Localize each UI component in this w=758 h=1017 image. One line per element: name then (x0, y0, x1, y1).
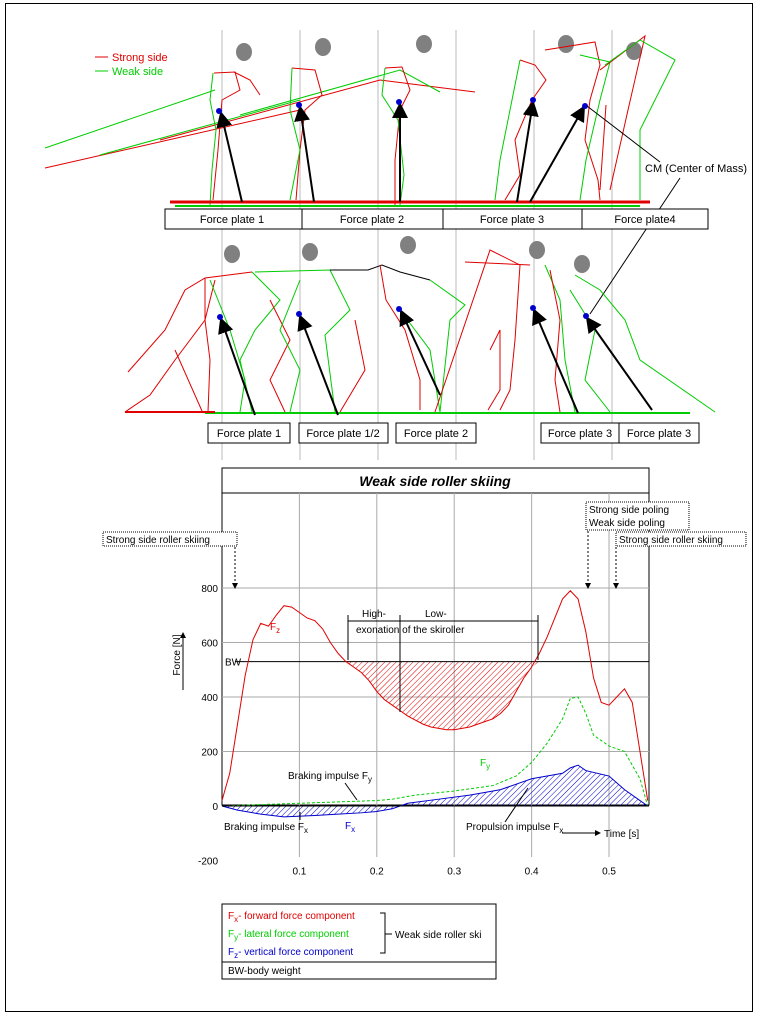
x-tick-label: 0.3 (447, 867, 461, 878)
poles-row1 (45, 70, 475, 168)
legend-weak: Weak side (112, 66, 163, 78)
force-plates-row1: Force plate 1 Force plate 2 Force plate … (165, 209, 708, 229)
fy-label: Fy (480, 758, 490, 771)
y-axis-label: Force [N] (172, 634, 183, 675)
fx-area (222, 765, 648, 817)
legend-group: Weak side roller ski (395, 930, 482, 941)
annotation-strong-right: Strong side roller skiing (616, 532, 746, 588)
legend-bw: BW-body weight (228, 966, 301, 977)
x-tick-label: 0.1 (292, 867, 306, 878)
y-tick-label: 0 (212, 802, 218, 813)
x-axis-label: Time [s] (604, 829, 639, 840)
chart-title-box: Weak side roller skiing (222, 468, 649, 493)
fx-label: Fx (345, 821, 355, 834)
svg-text:High-: High- (362, 609, 386, 620)
svg-text:Strong side roller skiing: Strong side roller skiing (106, 535, 210, 546)
plate-row1-2: Force plate 2 (340, 214, 404, 226)
heads-row1 (236, 35, 642, 61)
top-grid (222, 30, 612, 460)
svg-text:Low-: Low- (425, 609, 447, 620)
plate-row2-5: Force plate 3 (627, 428, 691, 440)
svg-text:Strong side roller skiing: Strong side roller skiing (619, 535, 723, 546)
plate-row2-4: Force plate 3 (548, 428, 612, 440)
plate-row1-4: Force plate4 (614, 214, 675, 226)
cm-leader-1 (587, 106, 660, 162)
plate-row2-2: Force plate 1/2 (306, 428, 379, 440)
top-legend: Strong side Weak side (95, 52, 168, 78)
fz-below-bw-area (346, 662, 540, 730)
fz-label: Fz (270, 622, 280, 635)
bw-label: BW (225, 658, 242, 669)
plate-row1-1: Force plate 1 (200, 214, 264, 226)
chart-frame (222, 493, 649, 805)
x-tick-label: 0.5 (602, 867, 616, 878)
cm-arrows-row2 (221, 310, 652, 415)
propulsion-fx-label: Propulsion impulse Fx (466, 822, 563, 835)
braking-fx-label: Braking impulse Fx (224, 822, 308, 835)
plate-row1-3: Force plate 3 (480, 214, 544, 226)
svg-text:exonation of the skiroller: exonation of the skiroller (356, 625, 465, 636)
figures-row2 (125, 250, 715, 412)
y-ticks: 800 600 400 200 0 -200 (198, 584, 218, 868)
svg-text:Weak side poling: Weak side poling (589, 518, 665, 529)
x-ticks: 0.1 0.2 0.3 0.4 0.5 (292, 867, 616, 878)
heads-row2 (224, 236, 590, 273)
annotation-strong-left: Strong side roller skiing (103, 532, 237, 588)
y-tick-label: -200 (198, 857, 218, 868)
legend-strong: Strong side (112, 52, 168, 64)
bottom-legend: Fx- forward force component Fy- lateral … (222, 904, 496, 979)
y-tick-label: 400 (201, 693, 218, 704)
x-tick-label: 0.2 (370, 867, 384, 878)
plate-row2-3: Force plate 2 (404, 428, 468, 440)
y-tick-label: 800 (201, 584, 218, 595)
x-tick-label: 0.4 (525, 867, 539, 878)
svg-text:Strong side poling: Strong side poling (589, 505, 669, 516)
y-tick-label: 600 (201, 639, 218, 650)
braking-fy-label: Braking impulse Fy (288, 771, 372, 784)
cm-label: CM (Center of Mass) (645, 163, 747, 175)
y-tick-label: 200 (201, 748, 218, 759)
plate-row2-1: Force plate 1 (217, 428, 281, 440)
cm-dots-row2 (217, 305, 589, 320)
chart-title: Weak side roller skiing (359, 473, 511, 489)
